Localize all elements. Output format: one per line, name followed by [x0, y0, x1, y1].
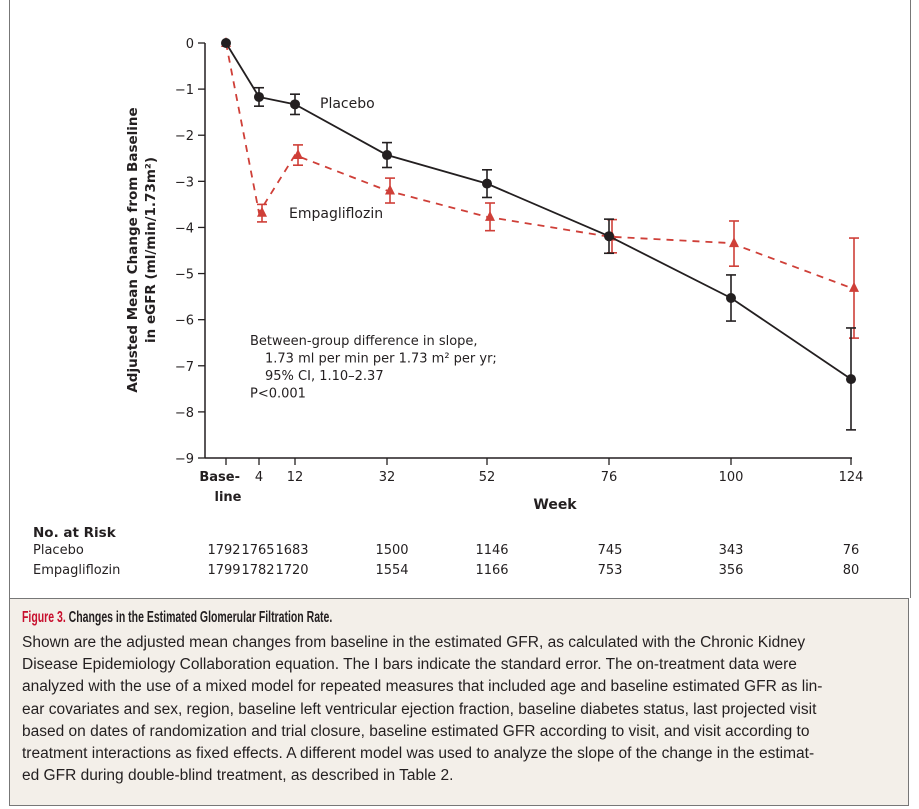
caption-line: Shown are the adjusted mean changes from… — [22, 634, 806, 651]
caption-line: based on dates of randomization and tria… — [22, 722, 810, 740]
data-point-empagliflozin — [849, 281, 859, 292]
risk-count: 1792 — [207, 543, 241, 558]
risk-count: 1146 — [475, 543, 509, 558]
x-tick-label: 76 — [601, 470, 618, 485]
x-tick-label: 4 — [255, 470, 263, 485]
data-point-empagliflozin — [257, 206, 267, 217]
figure-caption: Figure 3. Changes in the Estimated Glome… — [9, 598, 909, 806]
y-tick-label: −4 — [175, 221, 194, 236]
risk-count: 1500 — [375, 543, 409, 558]
x-tick-label-baseline: Base- — [199, 470, 240, 485]
risk-row-label: Empagliflozin — [33, 563, 121, 578]
data-point-empagliflozin — [729, 237, 739, 248]
data-point-placebo — [254, 91, 264, 102]
figure-number: Figure 3. — [22, 609, 66, 626]
risk-count: 343 — [718, 543, 744, 558]
risk-count: 80 — [842, 563, 860, 578]
x-tick-label: 124 — [839, 470, 864, 485]
risk-table-title: No. at Risk — [33, 525, 116, 541]
caption-title-line: Figure 3. Changes in the Estimated Glome… — [22, 609, 622, 627]
y-tick-label: −6 — [175, 314, 194, 329]
x-tick-label-baseline: line — [215, 490, 242, 505]
series-line-placebo — [225, 42, 852, 380]
risk-count: 76 — [842, 543, 860, 558]
data-point-placebo — [382, 150, 392, 161]
slope-annotation-line: Between-group difference in slope, — [250, 334, 478, 349]
risk-count: 753 — [597, 563, 623, 578]
caption-line: ed GFR during double-blind treatment, as… — [22, 767, 454, 785]
risk-count: 1166 — [475, 563, 509, 578]
y-tick-label: −5 — [175, 268, 194, 283]
data-point-placebo — [290, 99, 300, 110]
y-tick-label: −2 — [175, 129, 194, 144]
risk-count: 1720 — [275, 563, 309, 578]
data-point-placebo — [604, 231, 614, 242]
y-axis-title-line-1: Adjusted Mean Change from Baseline — [125, 107, 141, 392]
data-point-empagliflozin — [385, 184, 395, 195]
risk-count: 1799 — [207, 563, 241, 578]
slope-annotation-line: 1.73 ml per min per 1.73 m² per yr; — [265, 352, 497, 367]
y-tick-label: −8 — [175, 406, 194, 421]
risk-row-label: Placebo — [33, 543, 84, 558]
data-point-placebo — [726, 292, 736, 303]
risk-count: 1554 — [375, 563, 409, 578]
series-label-empagliflozin: Empagliflozin — [289, 206, 383, 222]
data-point-empagliflozin — [485, 210, 495, 221]
caption-line: analyzed with the use of a mixed model f… — [22, 678, 823, 696]
risk-count: 1782 — [241, 563, 275, 578]
risk-count: 1765 — [241, 543, 275, 558]
risk-count: 1683 — [275, 543, 309, 558]
y-tick-label: −3 — [175, 175, 194, 190]
y-tick-label: 0 — [186, 37, 194, 52]
caption-line: ear covariates and sex, region, baseline… — [22, 700, 817, 718]
y-axis-title-line-2: in eGFR (ml/min/1.73m²) — [143, 157, 159, 343]
series-line-empagliflozin — [225, 42, 852, 289]
x-tick-label: 12 — [287, 470, 304, 485]
data-point-placebo — [221, 38, 231, 48]
x-axis-title: Week — [533, 497, 577, 513]
y-tick-label: −7 — [175, 360, 194, 375]
x-tick-label: 100 — [719, 470, 744, 485]
risk-count: 745 — [597, 543, 623, 558]
data-point-placebo — [846, 374, 856, 385]
data-point-empagliflozin — [293, 149, 303, 160]
risk-count: 356 — [718, 563, 744, 578]
figure-panel — [9, 0, 911, 598]
egfr-chart: 0 −1 −2 −3 −4 −5 −6 −7 −8 −9 4 12 32 52 76 100 124 Base-l… — [125, 37, 864, 513]
caption-line: treatment interactions as fixed effects.… — [22, 745, 815, 763]
caption-line: Disease Epidemiology Collaboration equat… — [22, 656, 797, 674]
slope-annotation-line: 95% CI, 1.10–2.37 — [265, 369, 384, 384]
x-tick-label: 32 — [379, 470, 396, 485]
slope-annotation-line: P<0.001 — [250, 387, 306, 402]
data-point-placebo — [482, 178, 492, 189]
caption-title: Changes in the Estimated Glomerular Filt… — [68, 609, 333, 626]
series-label-placebo: Placebo — [320, 96, 375, 112]
y-tick-label: −1 — [175, 83, 194, 98]
y-tick-label: −9 — [175, 452, 194, 467]
x-tick-label: 52 — [479, 470, 496, 485]
